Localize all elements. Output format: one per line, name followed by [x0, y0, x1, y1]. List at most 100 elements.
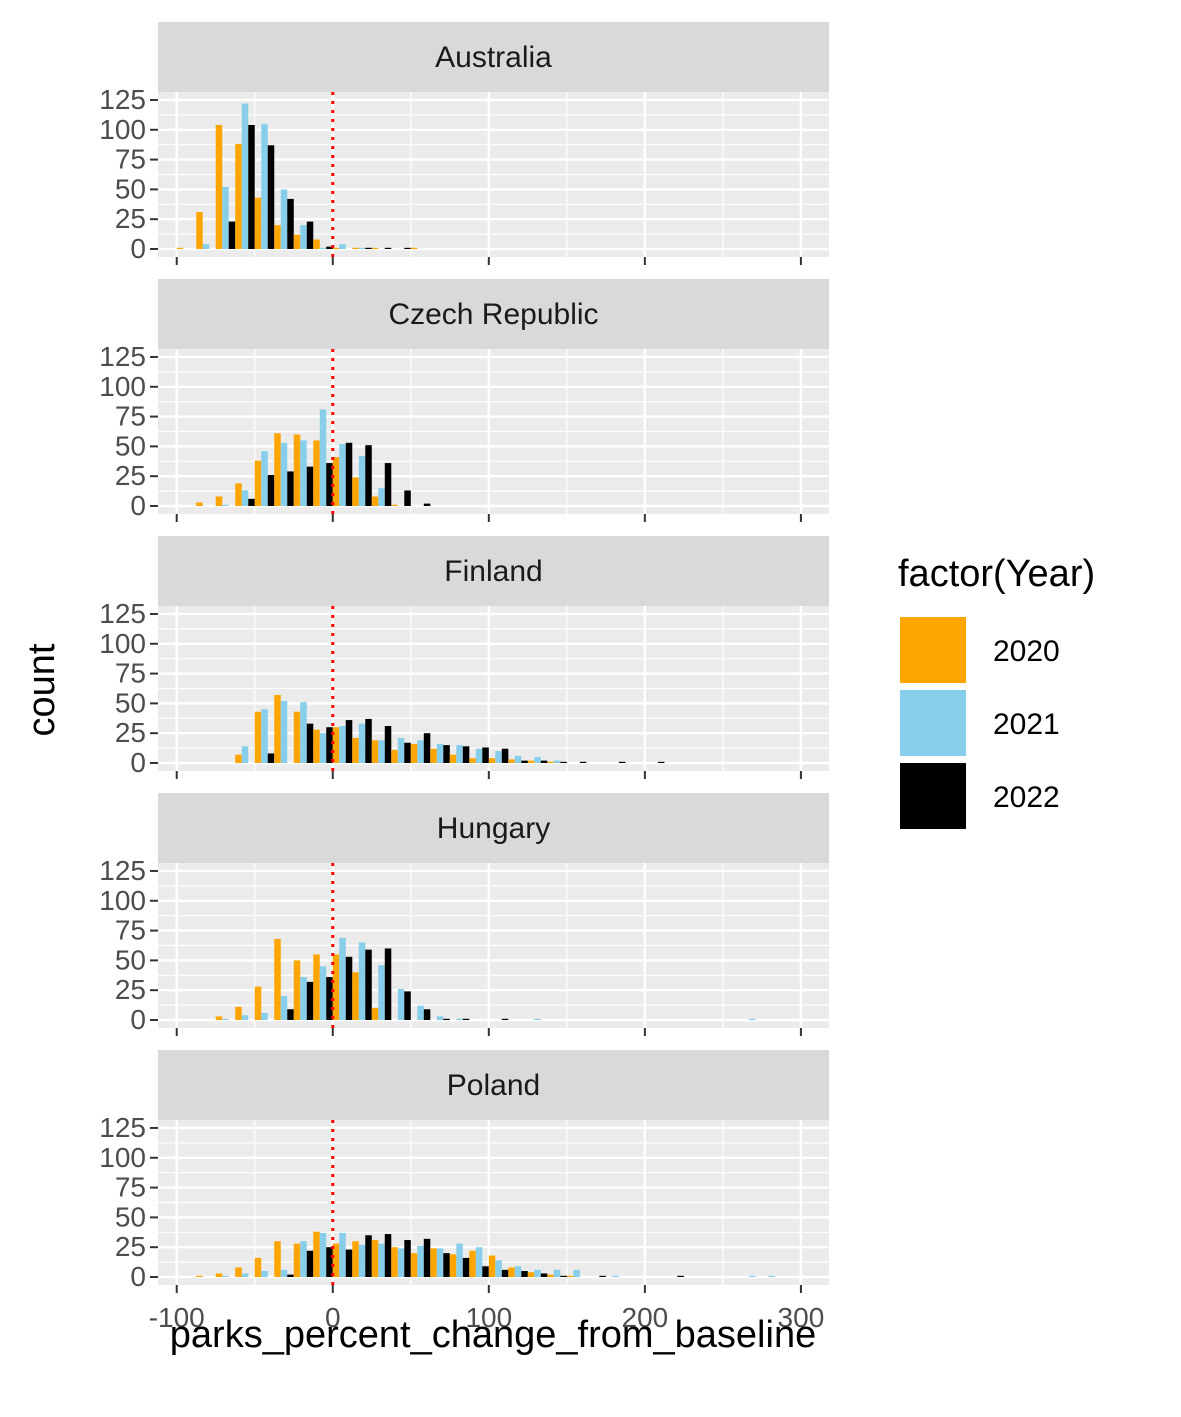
bar-2022	[248, 125, 255, 249]
bar-2021	[339, 726, 346, 763]
bar-2022	[228, 221, 236, 249]
bar-2021	[378, 488, 385, 506]
bar-2020	[235, 754, 242, 763]
bar-2021	[261, 1271, 268, 1277]
bar-2021	[280, 1269, 288, 1277]
bar-2020	[371, 1240, 379, 1277]
y-tick-label: 0	[130, 490, 146, 521]
y-tick-label: 125	[99, 84, 146, 115]
x-tick-label: 0	[325, 1302, 341, 1333]
bar-2020	[410, 743, 418, 763]
bar-2020	[371, 740, 379, 763]
bar-2021	[319, 247, 327, 249]
bar-2022	[267, 753, 275, 763]
bar-2022	[326, 1247, 333, 1277]
bar-2020	[215, 125, 223, 249]
bar-2022	[326, 246, 333, 249]
y-axis-title: count	[21, 643, 63, 736]
bar-2021	[222, 1275, 229, 1277]
bar-2022	[501, 1018, 509, 1020]
bar-2021	[358, 247, 366, 249]
bar-2021	[358, 1244, 366, 1277]
y-tick-label: 75	[115, 401, 146, 432]
bar-2022	[287, 1009, 294, 1020]
legend-key-2020	[898, 615, 968, 685]
y-tick-label: 75	[115, 1172, 146, 1203]
bar-2022	[404, 247, 411, 249]
bar-2022	[404, 1240, 411, 1277]
bar-2021	[612, 1275, 619, 1277]
bar-2021	[280, 442, 288, 506]
bar-2022	[443, 1253, 450, 1277]
bar-2021	[339, 1232, 346, 1277]
bar-2020	[313, 239, 320, 249]
bar-2021	[300, 1241, 307, 1277]
bar-2020	[293, 960, 301, 1020]
bar-2020	[274, 433, 281, 506]
bar-2021	[417, 1005, 424, 1020]
bar-2020	[332, 954, 340, 1020]
bar-2020	[313, 729, 320, 763]
y-tick-label: 25	[115, 974, 146, 1005]
bar-2020	[332, 1243, 340, 1277]
bar-2022	[443, 1018, 450, 1020]
bar-2022	[306, 1250, 314, 1277]
bar-2020	[508, 759, 515, 763]
bar-2021	[514, 755, 522, 763]
legend-label-2021: 2021	[993, 708, 1060, 741]
bar-2020	[371, 1008, 379, 1020]
x-tick-label: 100	[465, 1302, 512, 1333]
bar-2022	[365, 718, 372, 763]
bar-2020	[274, 225, 281, 249]
bar-2020	[352, 972, 359, 1020]
bar-2022	[443, 745, 450, 763]
legend-title: factor(Year)	[898, 553, 1095, 595]
bar-2022	[462, 746, 470, 763]
bar-2022	[326, 463, 333, 506]
bar-2020	[547, 1274, 554, 1277]
bar-2021	[300, 440, 307, 506]
facet-strip-label: Australia	[435, 41, 552, 74]
bar-2020	[352, 1241, 359, 1277]
bar-2022	[384, 726, 392, 763]
bar-2022	[365, 1235, 372, 1277]
bar-2021	[300, 702, 307, 763]
y-tick-label: 50	[115, 430, 146, 461]
bar-2022	[287, 1274, 294, 1277]
y-tick-label: 100	[99, 371, 146, 402]
bar-2021	[319, 409, 327, 506]
bar-2022	[560, 761, 567, 763]
bar-2022	[501, 1269, 509, 1277]
legend: factor(Year) 2020 2021 2022	[898, 553, 1095, 831]
bar-2021	[319, 733, 327, 763]
bar-2021	[514, 1266, 522, 1277]
bar-2020	[332, 727, 340, 763]
bar-2022	[579, 761, 587, 763]
bar-2022	[540, 1273, 548, 1277]
bar-2020	[274, 1241, 281, 1277]
y-tick-label: 75	[115, 144, 146, 175]
bar-2022	[404, 991, 411, 1020]
legend-key-2022	[898, 761, 968, 831]
y-tick-label: 100	[99, 1142, 146, 1173]
bar-2022	[501, 748, 509, 763]
bar-2021	[436, 743, 444, 763]
bar-2021	[319, 1232, 327, 1277]
y-tick-label: 125	[99, 1112, 146, 1143]
y-tick-label: 25	[115, 460, 146, 491]
bar-2022	[404, 742, 411, 763]
bar-2020	[215, 1273, 223, 1277]
bar-2022	[404, 490, 411, 506]
bar-2021	[222, 187, 229, 249]
bar-2020	[215, 496, 223, 506]
x-tick-label: -100	[149, 1302, 205, 1333]
bar-2022	[306, 466, 314, 506]
bar-2022	[482, 1266, 489, 1277]
facet-strip	[158, 793, 829, 863]
bar-2020	[332, 247, 340, 249]
bar-2021	[456, 745, 463, 763]
